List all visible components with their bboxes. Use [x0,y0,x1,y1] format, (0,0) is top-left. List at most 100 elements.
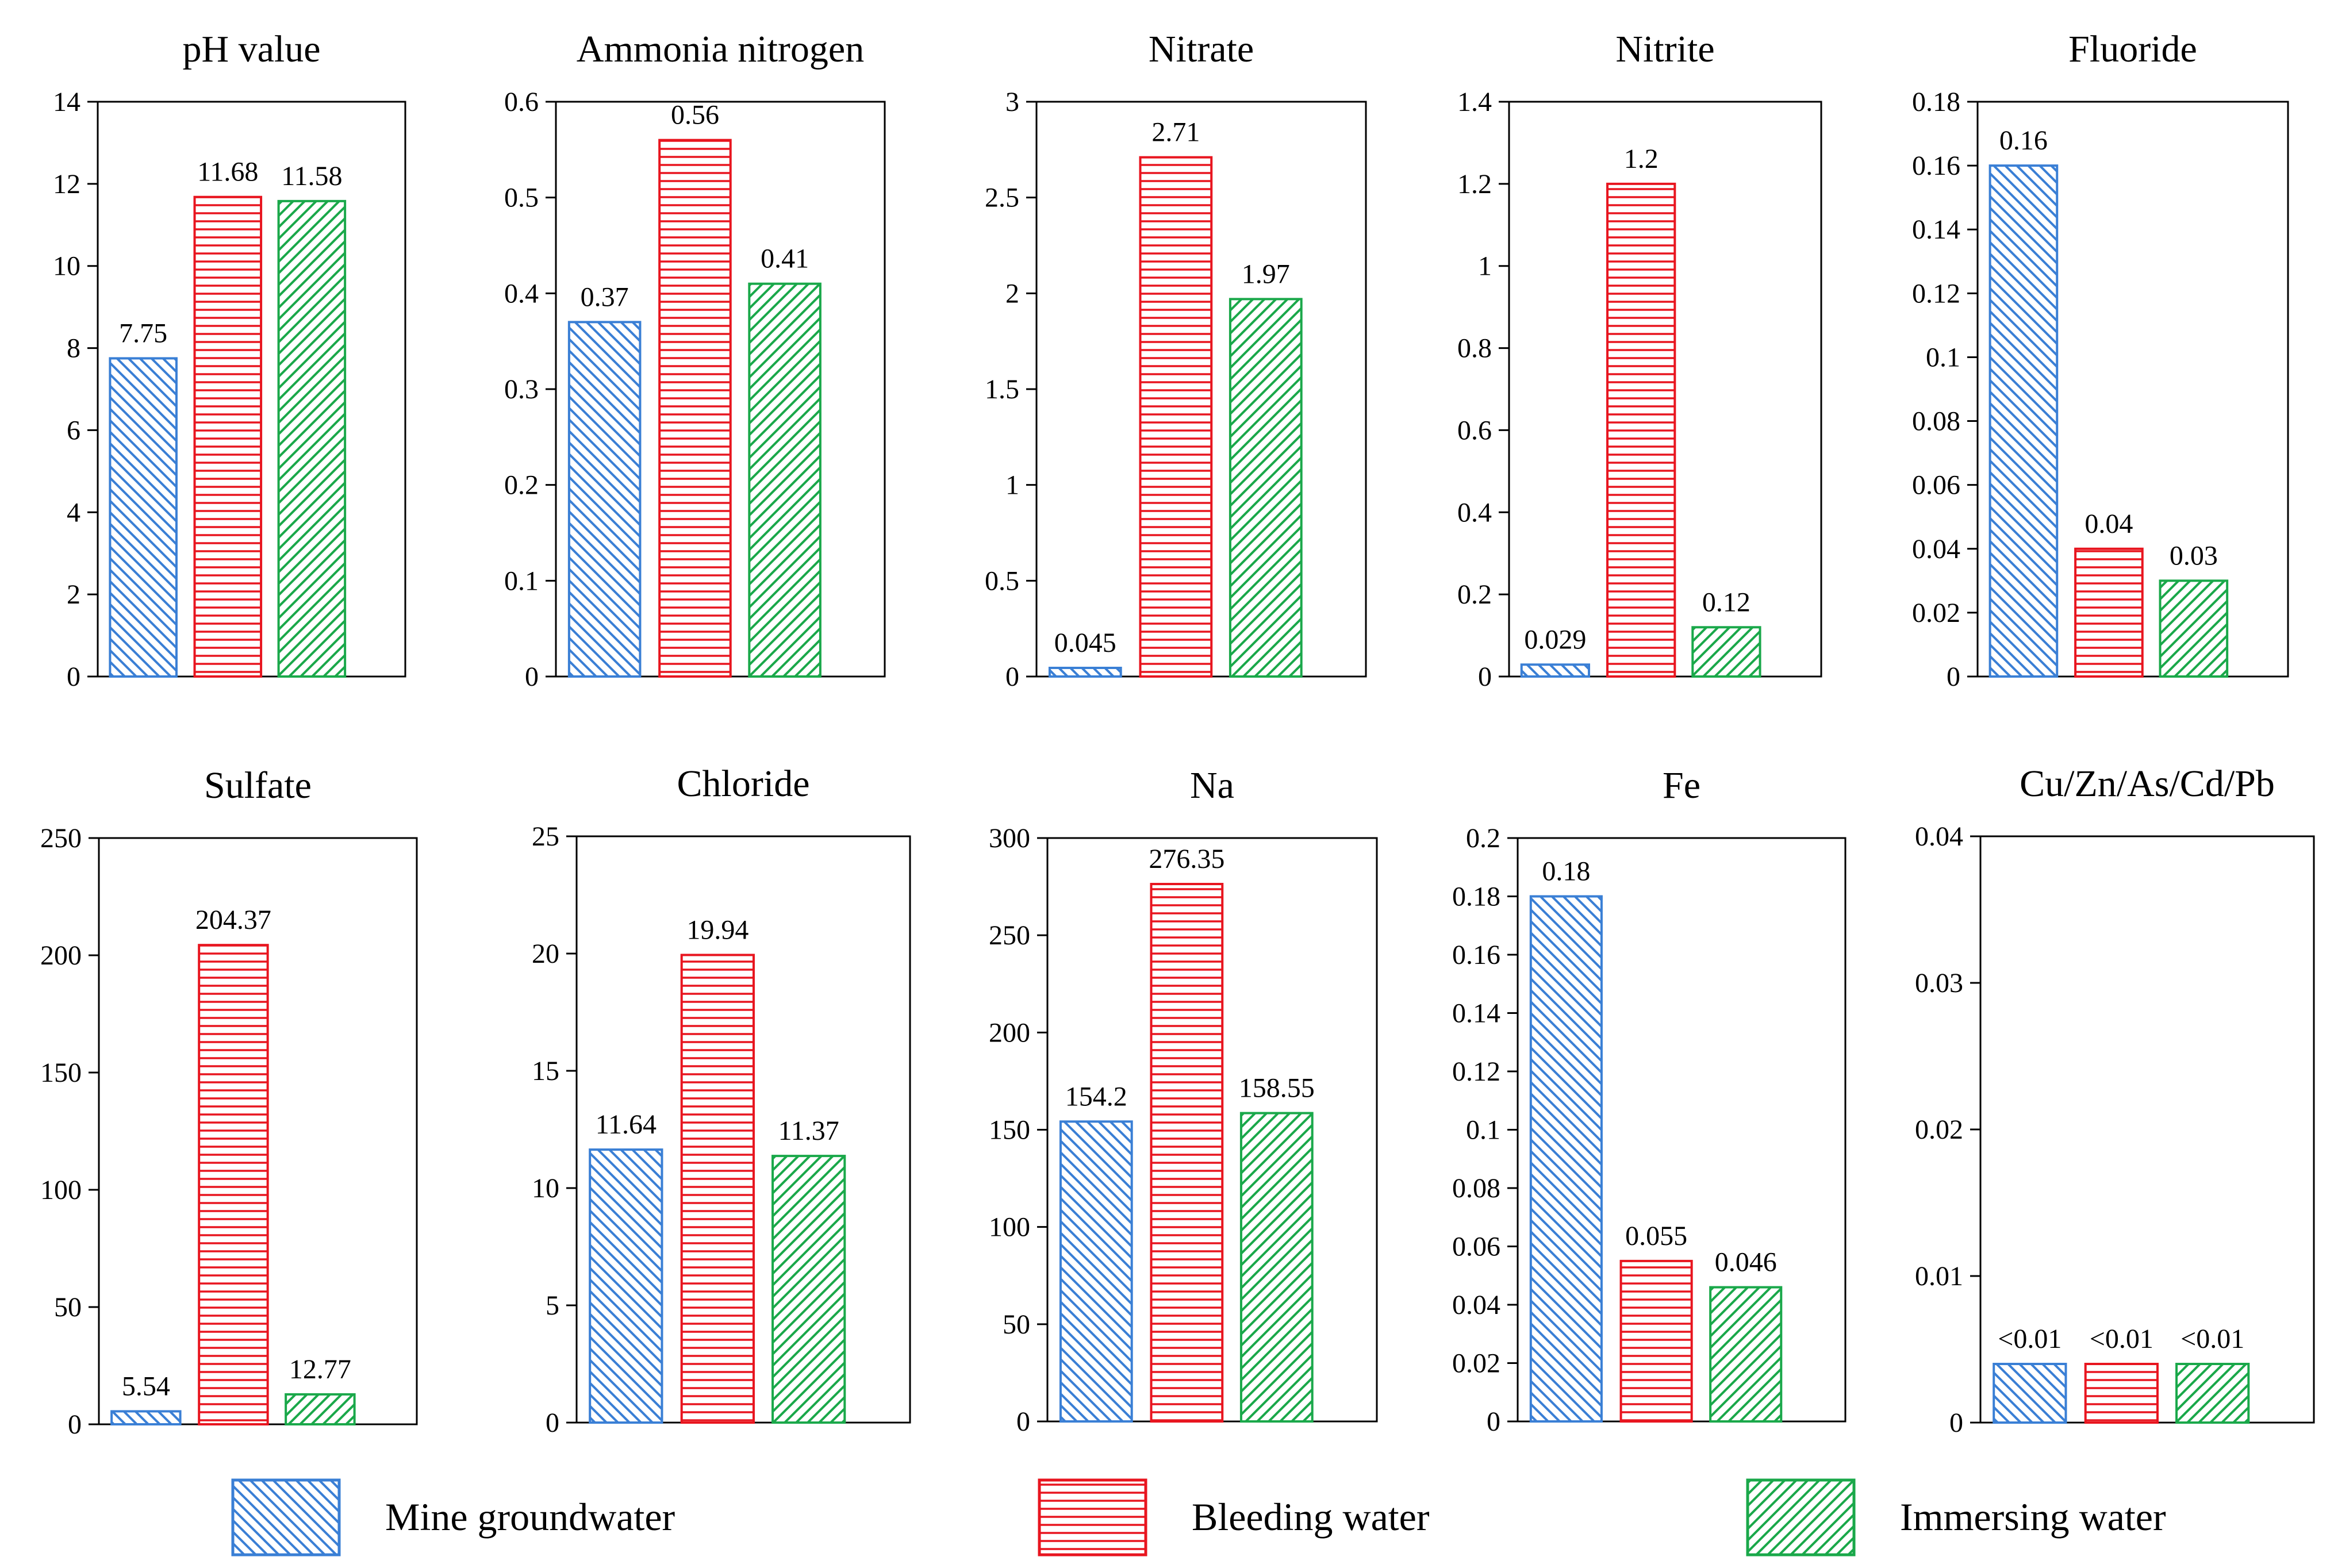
y-tick-label: 0.4 [504,278,539,309]
y-tick-label: 0.02 [1915,1114,1963,1145]
y-tick-label: 0.04 [1915,821,1963,852]
y-tick-label: 0.6 [1457,415,1492,445]
bar-bleeding-water [198,944,269,1425]
y-tick-label: 0.02 [1912,598,1960,628]
bar-immersing-water [771,1155,846,1424]
y-tick-label: 1 [1005,470,1019,501]
chart-nitrite: Nitrite 0 0.2 0.4 0.6 0.8 1 1.2 1.4 0.029 1.2 0.12 [1457,28,1822,692]
bar-mine-groundwater [589,1148,663,1424]
y-tick-label: 0.08 [1912,406,1960,437]
bar-bleeding-water [658,139,732,678]
bar-immersing-water [1239,1112,1314,1423]
bar-bleeding-water [1150,883,1224,1423]
y-tick-label: 10 [532,1173,559,1204]
legend-swatch [231,1478,341,1557]
bar-immersing-water [748,282,821,678]
y-tick-label: 8 [67,333,80,364]
y-tick-label: 0.03 [1915,968,1963,998]
y-tick-label: 20 [532,939,559,969]
chart-nitrate: Nitrate 0 0.5 1 1.5 2 2.5 3 0.045 2.71 1.97 [985,28,1367,692]
chart-title: Ammonia nitrogen [577,28,864,70]
legend-item-mine-groundwater: Mine groundwater [231,1478,675,1557]
chart-fluoride: Fluoride 0 0.02 0.04 0.06 0.08 0.1 0.12 0.14 0.16… [1912,28,2289,692]
y-tick-label: 0 [1949,1408,1963,1438]
data-label: 0.41 [761,244,809,274]
y-tick-label: 0 [1487,1406,1500,1437]
y-tick-label: 0.02 [1452,1348,1500,1379]
y-tick-label: 2 [67,579,80,610]
y-tick-label: 0.1 [1466,1115,1500,1146]
y-tick-label: 0 [1005,662,1019,692]
y-tick-label: 0.06 [1452,1232,1500,1262]
chart-sulfate: Sulfate 0 50 100 150 200 250 5.54 204.37 12.77 [40,764,418,1440]
bar-mine-groundwater [567,321,642,678]
chart-title: Nitrate [1149,28,1254,70]
y-tick-label: 250 [40,823,82,854]
y-tick-label: 0.12 [1452,1056,1500,1087]
y-tick-label: 6 [67,415,80,445]
y-tick-label: 0 [68,1409,82,1440]
data-label: <0.01 [2181,1324,2244,1354]
data-label: 0.03 [2170,540,2218,571]
bar-mine-groundwater [1048,667,1122,678]
chart-title: Fe [1663,764,1700,806]
bar-immersing-water [1691,626,1761,678]
y-tick-label: 50 [54,1292,82,1323]
legend-item-immersing-water: Immersing water [1746,1478,2166,1557]
y-tick-label: 150 [40,1058,82,1088]
chart-ammonia-nitrogen: Ammonia nitrogen 0 0.1 0.2 0.3 0.4 0.5 0.6 0.37 0… [504,28,886,692]
y-tick-label: 1.4 [1457,87,1492,117]
y-tick-label: 4 [67,497,80,528]
y-tick-label: 2 [1005,278,1019,309]
data-label: 276.35 [1149,844,1224,874]
chart-title: pH value [182,28,320,70]
legend-swatch [1746,1478,1856,1557]
y-tick-label: 0.16 [1912,151,1960,181]
y-tick-label: 200 [40,940,82,971]
y-tick-label: 300 [989,823,1030,854]
chart-ph-value: pH value 0 2 4 6 8 10 12 14 7.75 11.68 11.58 [53,28,406,692]
y-tick-label: 15 [532,1056,559,1086]
y-tick-label: 0.14 [1452,998,1500,1029]
y-tick-label: 0 [1016,1406,1030,1437]
y-tick-label: 0.12 [1912,278,1960,309]
bar-mine-groundwater [109,357,178,678]
y-tick-label: 0.1 [504,566,539,596]
data-label: 11.68 [197,157,258,187]
y-tick-label: 1.5 [985,374,1019,405]
y-tick-label: 0.1 [1926,342,1960,372]
y-tick-label: 0 [1947,662,1960,692]
bar-mine-groundwater [1529,895,1603,1423]
data-label: 0.37 [581,282,629,312]
data-label: 0.029 [1524,624,1586,655]
y-tick-label: 0 [1478,662,1492,692]
y-tick-label: 150 [989,1115,1030,1146]
y-tick-label: 25 [532,821,559,852]
data-label: 154.2 [1065,1081,1127,1112]
chart-chloride: Chloride 0 5 10 15 20 25 11.64 19.94 11.37 [532,763,911,1438]
data-label: 0.046 [1715,1247,1777,1278]
data-label: 0.055 [1625,1221,1687,1251]
bar-immersing-water [1709,1286,1783,1423]
y-tick-label: 100 [989,1212,1030,1243]
y-tick-label: 0.18 [1912,87,1960,117]
data-label: 7.75 [119,318,167,348]
bar-bleeding-water [1606,182,1676,678]
y-tick-label: 0 [525,662,539,692]
chart-title: Cu/Zn/As/Cd/Pb [2020,763,2275,805]
y-tick-label: 0.5 [985,566,1019,596]
bar-immersing-water [277,199,347,678]
legend-label: Mine groundwater [385,1495,675,1539]
y-tick-label: 0.08 [1452,1173,1500,1204]
bar-mine-groundwater [110,1410,182,1425]
chart-title: Na [1190,764,1234,806]
y-tick-label: 0.2 [1466,823,1500,854]
data-label: <0.01 [1998,1324,2062,1354]
data-label: 11.58 [281,161,342,191]
data-label: 5.54 [122,1371,170,1401]
data-label: 0.045 [1054,628,1116,658]
y-tick-label: 0.8 [1457,333,1492,364]
data-label: 0.04 [2085,509,2133,539]
y-tick-label: 0.2 [504,470,539,501]
data-label: 0.12 [1702,587,1750,617]
